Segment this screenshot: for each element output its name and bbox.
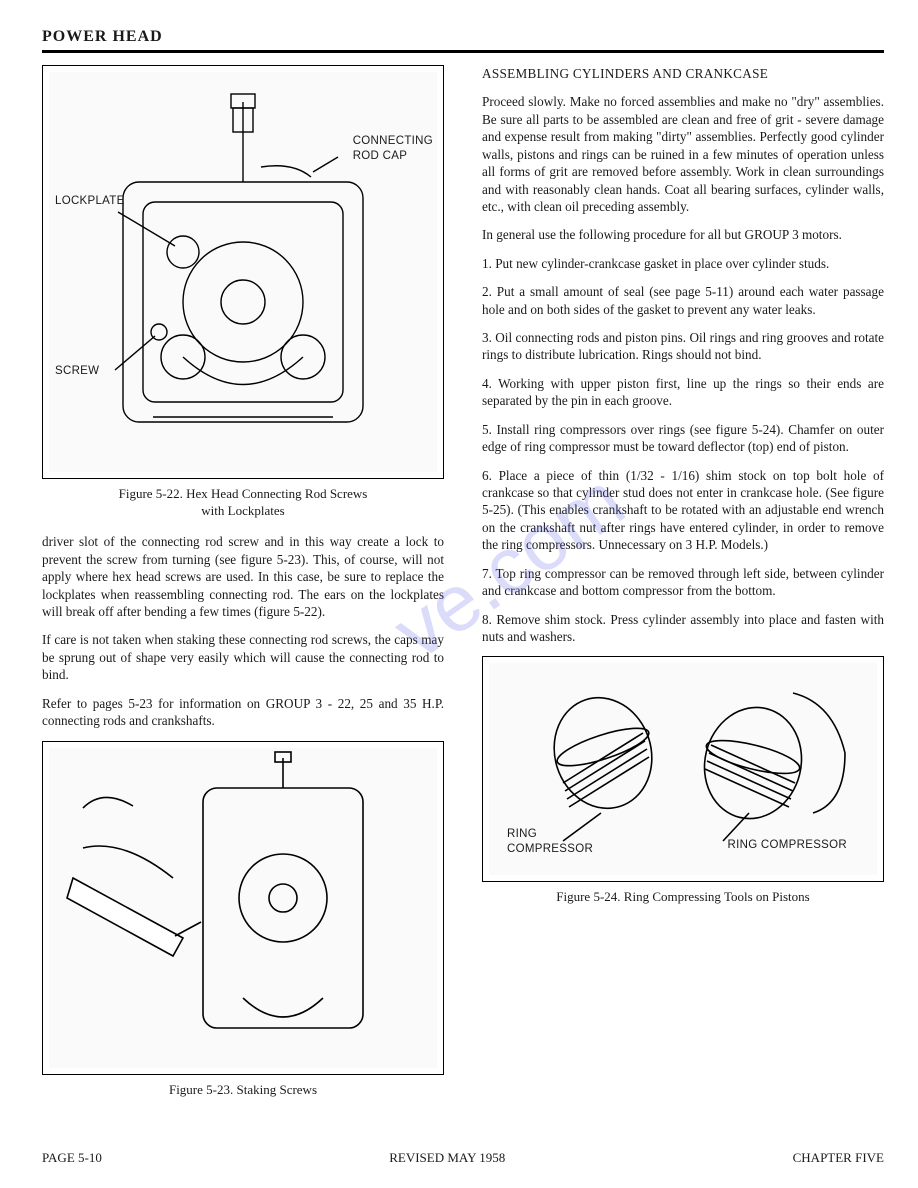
- page-footer: PAGE 5-10 REVISED MAY 1958 CHAPTER FIVE: [42, 1150, 884, 1166]
- figure-5-24-box: RING COMPRESSOR RING COMPRESSOR: [482, 656, 884, 882]
- footer-revised: REVISED MAY 1958: [389, 1150, 505, 1166]
- figure-5-23-illustration: [49, 748, 437, 1068]
- figure-5-24-caption: Figure 5-24. Ring Compressing Tools on P…: [482, 888, 884, 905]
- figure-5-23-box: [42, 741, 444, 1075]
- left-para-2: If care is not taken when staking these …: [42, 631, 444, 683]
- left-para-3: Refer to pages 5-23 for information on G…: [42, 695, 444, 730]
- figure-5-23-caption: Figure 5-23. Staking Screws: [42, 1081, 444, 1098]
- callout-lockplate: LOCKPLATE: [55, 194, 125, 209]
- left-para-1: driver slot of the connecting rod screw …: [42, 533, 444, 620]
- callout-ring-compressor-left: RING COMPRESSOR: [507, 827, 593, 857]
- figure-5-22-caption: Figure 5-22. Hex Head Connecting Rod Scr…: [42, 485, 444, 519]
- figure-5-24-illustration: RING COMPRESSOR RING COMPRESSOR: [489, 663, 877, 875]
- figure-5-22-illustration: LOCKPLATE CONNECTING ROD CAP SCREW: [49, 72, 437, 472]
- staking-screws-icon: [49, 748, 437, 1068]
- callout-connecting-rod-cap: CONNECTING ROD CAP: [353, 134, 433, 164]
- step-3: 3. Oil connecting rods and piston pins. …: [482, 329, 884, 364]
- right-para-1: Proceed slowly. Make no forced assemblie…: [482, 93, 884, 215]
- right-column: ASSEMBLING CYLINDERS AND CRANKCASE Proce…: [482, 65, 884, 1098]
- step-5: 5. Install ring compressors over rings (…: [482, 421, 884, 456]
- step-8: 8. Remove shim stock. Press cylinder ass…: [482, 611, 884, 646]
- section-header: POWER HEAD: [42, 28, 884, 46]
- footer-chapter: CHAPTER FIVE: [793, 1150, 884, 1166]
- page-container: POWER HEAD: [0, 0, 918, 1188]
- two-column-layout: LOCKPLATE CONNECTING ROD CAP SCREW Figur…: [42, 65, 884, 1098]
- footer-page: PAGE 5-10: [42, 1150, 102, 1166]
- engine-diagram-icon: [49, 72, 437, 472]
- step-1: 1. Put new cylinder-crankcase gasket in …: [482, 255, 884, 272]
- figure-5-22-box: LOCKPLATE CONNECTING ROD CAP SCREW: [42, 65, 444, 479]
- right-para-2: In general use the following procedure f…: [482, 226, 884, 243]
- step-4: 4. Working with upper piston first, line…: [482, 375, 884, 410]
- callout-ring-compressor-right: RING COMPRESSOR: [727, 838, 847, 853]
- step-7: 7. Top ring compressor can be removed th…: [482, 565, 884, 600]
- step-6: 6. Place a piece of thin (1/32 - 1/16) s…: [482, 467, 884, 554]
- step-2: 2. Put a small amount of seal (see page …: [482, 283, 884, 318]
- header-rule: [42, 50, 884, 53]
- left-column: LOCKPLATE CONNECTING ROD CAP SCREW Figur…: [42, 65, 444, 1098]
- assembling-heading: ASSEMBLING CYLINDERS AND CRANKCASE: [482, 65, 884, 82]
- callout-screw: SCREW: [55, 364, 99, 379]
